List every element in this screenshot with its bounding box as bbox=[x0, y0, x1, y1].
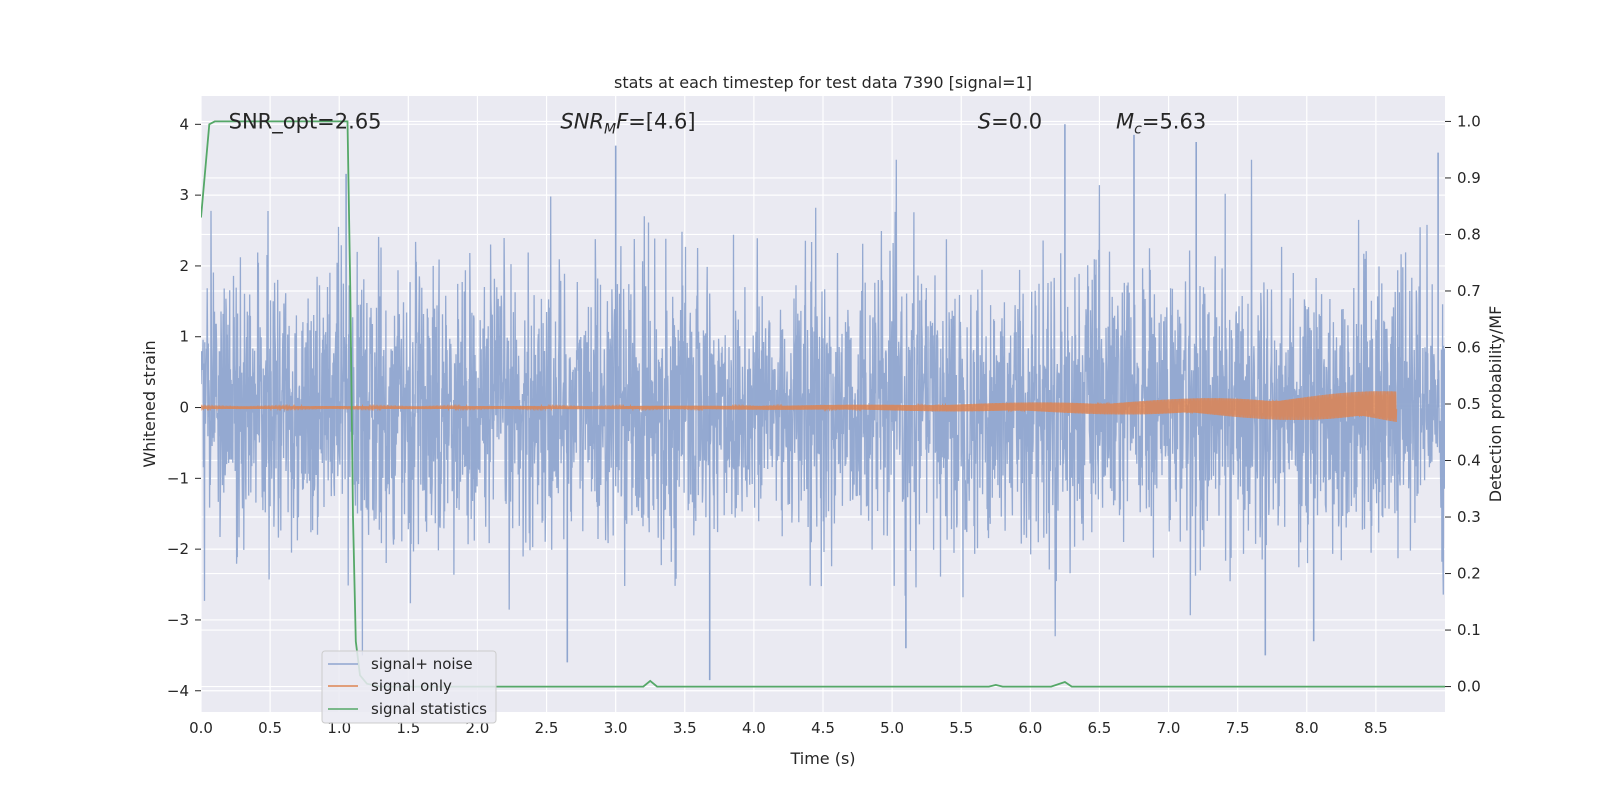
y-right-tick-label: 0.3 bbox=[1457, 508, 1481, 526]
y-right-tick-label: 0.5 bbox=[1457, 395, 1481, 413]
y-left-tick-label: −3 bbox=[167, 611, 189, 629]
y-right-tick-label: 0.2 bbox=[1457, 565, 1481, 583]
series-signal-noise-peaks bbox=[345, 124, 1439, 681]
x-tick-label: 3.5 bbox=[673, 719, 697, 737]
y-axis-label-left: Whitened strain bbox=[140, 340, 159, 467]
x-tick-label: 6.5 bbox=[1088, 719, 1112, 737]
annotation-1: SNRMF=[4.6] bbox=[560, 109, 695, 137]
y-left-tick-label: 3 bbox=[179, 186, 189, 204]
y-left-tick-label: 4 bbox=[179, 115, 189, 133]
y-right-tick-label: 1.0 bbox=[1457, 112, 1481, 130]
y-left-tick-label: 1 bbox=[179, 328, 189, 346]
x-tick-label: 0.5 bbox=[258, 719, 282, 737]
x-tick-label: 5.5 bbox=[949, 719, 973, 737]
y-left-tick-label: −1 bbox=[167, 469, 189, 487]
y-right-tick-label: 0.7 bbox=[1457, 282, 1481, 300]
x-tick-label: 8.0 bbox=[1295, 719, 1319, 737]
y-right-tick-label: 0.4 bbox=[1457, 452, 1481, 470]
x-tick-label: 6.0 bbox=[1018, 719, 1042, 737]
x-tick-label: 3.0 bbox=[604, 719, 628, 737]
y-right-tick-label: 0.9 bbox=[1457, 169, 1481, 187]
legend-label-noise: signal+ noise bbox=[371, 655, 473, 673]
y-left-tick-label: 2 bbox=[179, 257, 189, 275]
y-left-tick-label: −4 bbox=[167, 682, 189, 700]
x-tick-label: 4.5 bbox=[811, 719, 835, 737]
chart-title: stats at each timestep for test data 739… bbox=[614, 73, 1032, 92]
series-signal-only-line bbox=[201, 391, 1398, 423]
legend-box bbox=[321, 650, 497, 724]
x-tick-label: 8.5 bbox=[1364, 719, 1388, 737]
y-axis-label-right: Detection probability/MF bbox=[1486, 306, 1505, 503]
x-tick-label: 7.5 bbox=[1226, 719, 1250, 737]
y-right-tick-label: 0.1 bbox=[1457, 621, 1481, 639]
y-left-tick-label: −2 bbox=[167, 540, 189, 558]
x-tick-label: 4.0 bbox=[742, 719, 766, 737]
legend: signal+ noise signal only signal statist… bbox=[321, 650, 497, 724]
x-tick-label: 2.5 bbox=[535, 719, 559, 737]
x-axis-label: Time (s) bbox=[789, 749, 855, 768]
y-right-tick-label: 0.0 bbox=[1457, 678, 1481, 696]
y-left-tick-label: 0 bbox=[179, 399, 189, 417]
x-tick-label: 0.0 bbox=[189, 719, 213, 737]
x-tick-label: 7.0 bbox=[1157, 719, 1181, 737]
x-tick-label: 5.0 bbox=[880, 719, 904, 737]
annotations: SNR_opt=2.65 SNRMF=[4.6] S=0.0 Mc=5.63 bbox=[229, 109, 1207, 137]
y-right-tick-label: 0.6 bbox=[1457, 338, 1481, 356]
annotation-0: SNR_opt=2.65 bbox=[229, 109, 382, 134]
y-right-tick-label: 0.8 bbox=[1457, 225, 1481, 243]
series-signal-noise-line bbox=[201, 159, 1445, 656]
legend-label-signal: signal only bbox=[371, 677, 452, 695]
annotation-2: S=0.0 bbox=[978, 109, 1042, 133]
annotation-3: Mc=5.63 bbox=[1116, 109, 1206, 137]
legend-label-stats: signal statistics bbox=[371, 700, 487, 718]
